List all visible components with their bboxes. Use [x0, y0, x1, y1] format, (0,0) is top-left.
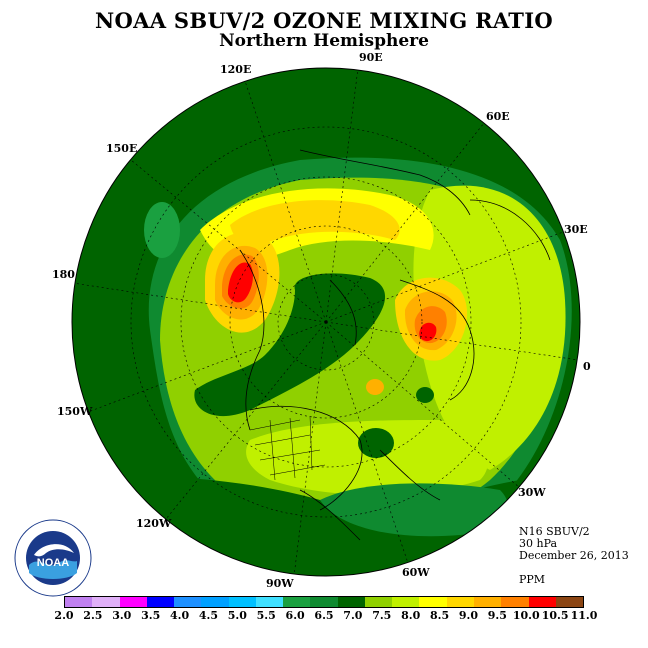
region-7-0-atlantic [358, 428, 394, 458]
units-label: PPM [519, 573, 546, 586]
lon-label-150e: 150E [106, 142, 138, 155]
legend-tick-label: 8.0 [401, 609, 421, 622]
legend-swatch [337, 597, 365, 607]
legend-swatch [174, 597, 202, 607]
lon-label-60e: 60E [486, 110, 510, 123]
legend-swatch [555, 597, 584, 607]
region-7-0-center [194, 273, 386, 417]
date-label: December 26, 2013 [519, 549, 629, 562]
legend-tick-label: 9.0 [458, 609, 479, 622]
lon-label-0: 0 [583, 360, 591, 373]
legend-tick-label: 5.0 [227, 609, 247, 622]
legend-swatch [146, 597, 175, 607]
region-10-5-east [419, 322, 437, 342]
legend-swatch [255, 597, 284, 607]
legend-swatch [392, 597, 420, 607]
map-outline [71, 67, 581, 577]
legend-swatch [65, 597, 93, 607]
noaa-logo-text: NOAA [37, 557, 69, 569]
latitude-circles [130, 126, 522, 518]
legend-tick-label: 6.5 [314, 609, 334, 622]
legend-swatch [473, 597, 502, 607]
legend-tick-label: 7.5 [372, 609, 392, 622]
legend-tick-label: 2.5 [83, 609, 103, 622]
legend-tick-label: 2.0 [54, 609, 74, 622]
legend-swatch [201, 597, 229, 607]
legend-swatch [528, 597, 556, 607]
lon-label-90w: 90W [266, 577, 294, 590]
legend-swatch [364, 597, 393, 607]
lon-label-120w: 120W [136, 517, 172, 530]
legend-swatch [446, 597, 474, 607]
page-subtitle: Northern Hemisphere [219, 31, 429, 51]
region-6-5-south [320, 483, 508, 537]
legend-tick-label: 10.5 [541, 609, 569, 622]
pressure-label: 30 hPa [519, 537, 558, 550]
meridians [72, 68, 579, 576]
coastlines [239, 149, 551, 541]
legend-tick-label: 10.0 [512, 609, 540, 622]
region-6-0-pacific [144, 202, 180, 258]
legend-tick-label: 5.5 [256, 609, 276, 622]
noaa-logo: NOAA [14, 519, 92, 597]
legend-tick-label: 9.5 [487, 609, 507, 622]
legend-swatch [419, 597, 447, 607]
page-title: NOAA SBUV/2 OZONE MIXING RATIO [95, 8, 553, 33]
legend-tick-label: 4.0 [169, 609, 190, 622]
region-9-0-north [230, 200, 400, 245]
legend-swatch [310, 597, 338, 607]
legend-swatch [501, 597, 529, 607]
legend-swatch [283, 597, 311, 607]
legend-swatch [119, 597, 147, 607]
region-9-5-small [366, 379, 384, 395]
instrument-label: N16 SBUV/2 [519, 525, 590, 538]
lon-label-90e: 90E [359, 51, 383, 64]
lon-label-150w: 150W [57, 405, 93, 418]
region-7-0-small [416, 387, 434, 403]
lon-label-60w: 60W [402, 566, 430, 579]
legend-tick-label: 4.5 [198, 609, 219, 622]
legend-tick-label: 7.0 [343, 609, 363, 622]
lon-label-30w: 30W [518, 486, 546, 499]
legend-tick-label: 3.0 [112, 609, 132, 622]
lon-label-180: 180 [52, 268, 75, 281]
legend-swatch [92, 597, 120, 607]
legend-tick-label: 3.5 [141, 609, 161, 622]
legend-swatch [228, 597, 256, 607]
legend-tick-label: 11.0 [570, 609, 598, 622]
legend-tick-label: 8.5 [429, 609, 450, 622]
lon-label-30e: 30E [564, 223, 588, 236]
region-10-5-west [228, 262, 253, 303]
legend-tick-label: 6.0 [285, 609, 305, 622]
color-legend [64, 596, 584, 608]
state-borders [249, 415, 326, 481]
lon-label-120e: 120E [220, 63, 252, 76]
